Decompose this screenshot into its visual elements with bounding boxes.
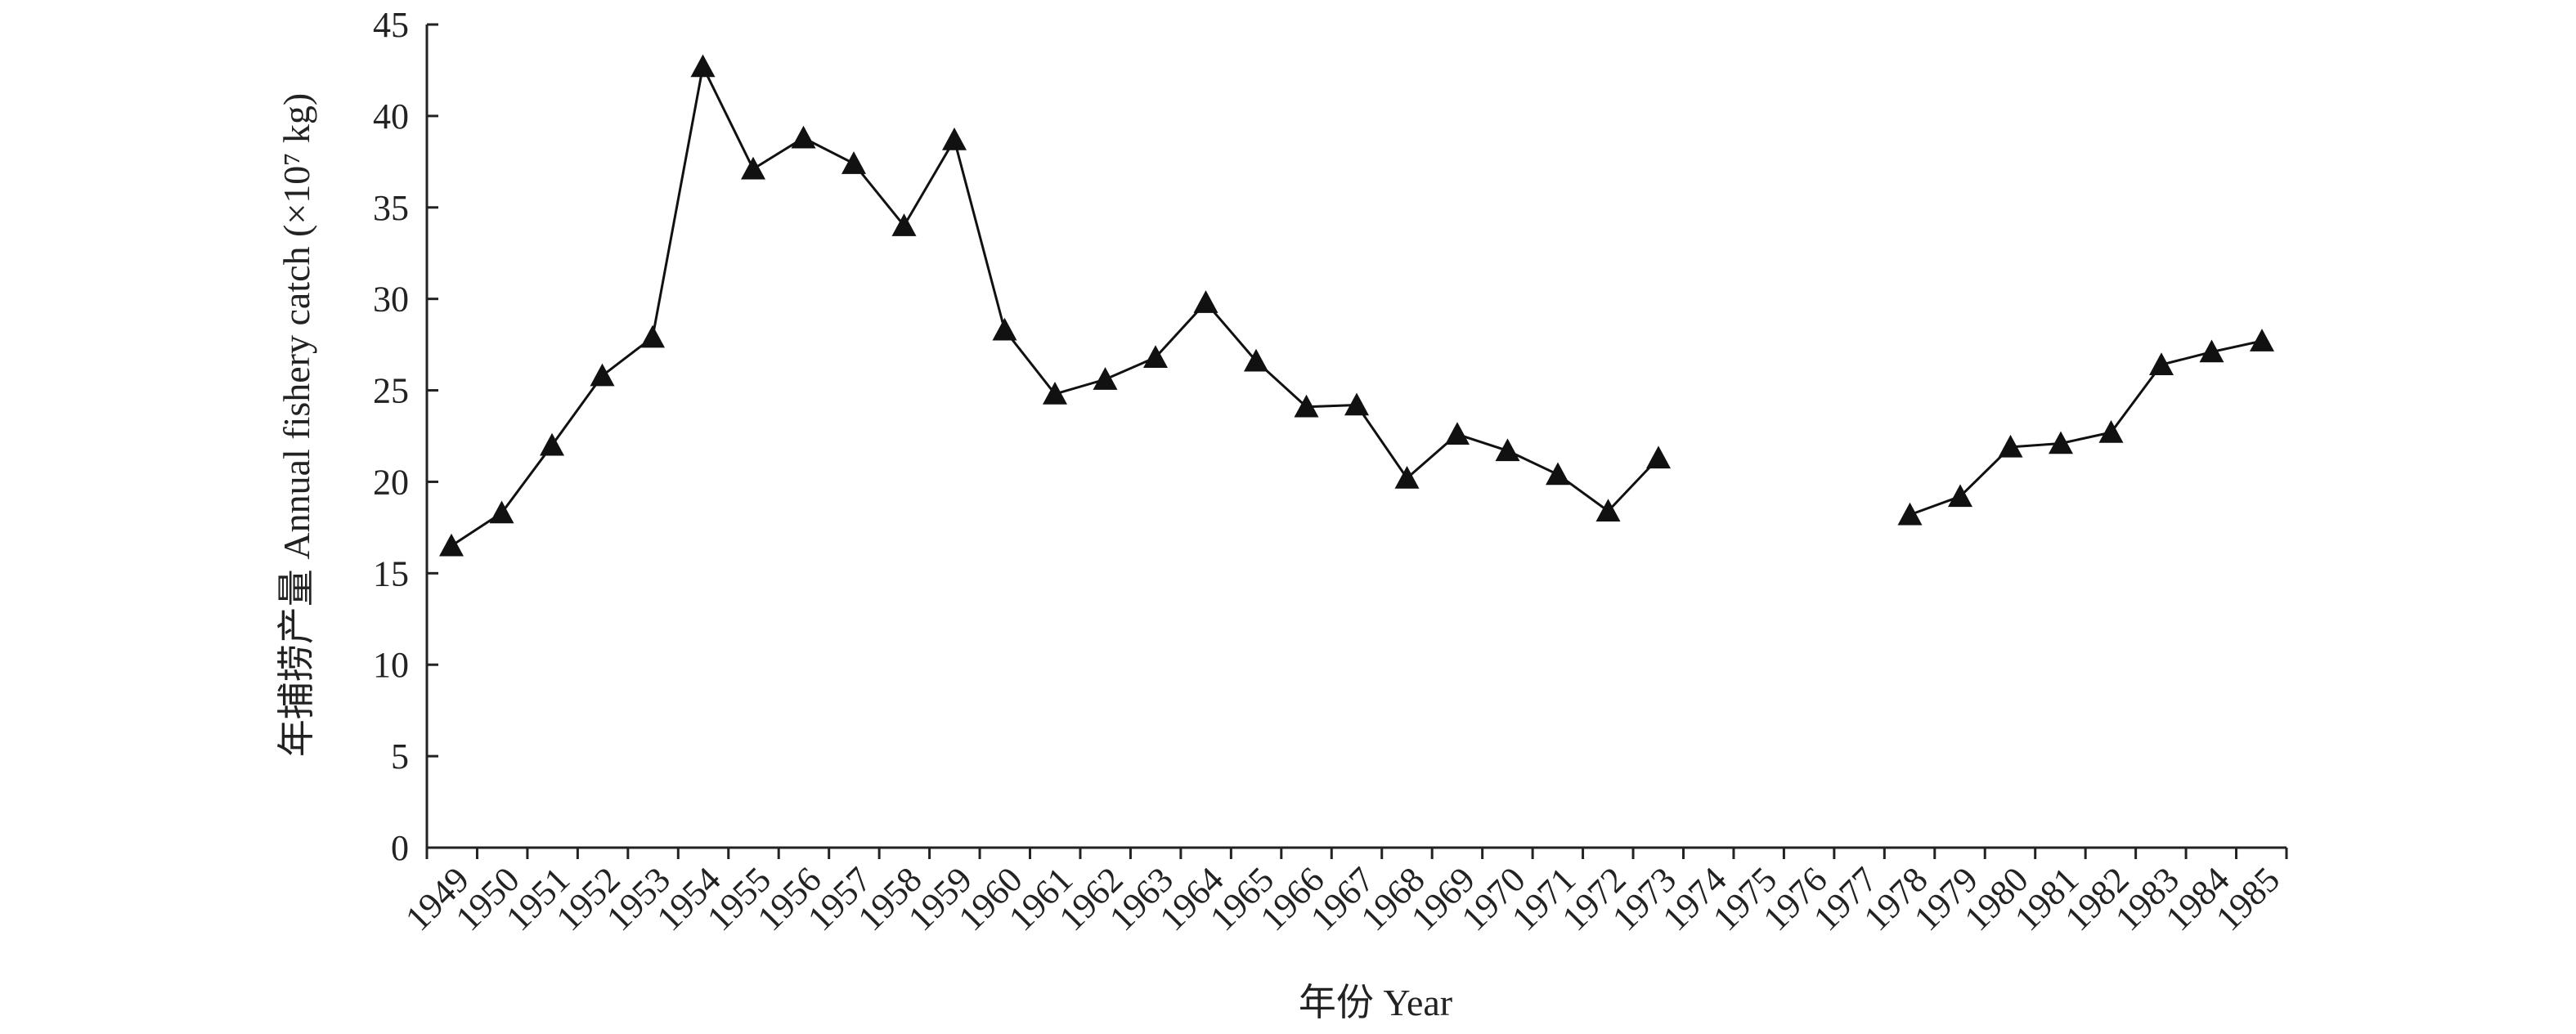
- data-point-1978: [1897, 502, 1923, 526]
- y-tick-label: 20: [373, 462, 409, 502]
- data-point-1973: [1646, 445, 1671, 469]
- y-tick-label: 0: [391, 828, 409, 868]
- data-point-1957: [841, 151, 866, 174]
- y-tick-label: 25: [373, 371, 409, 411]
- data-point-1981: [2049, 431, 2073, 454]
- data-point-1962: [1093, 367, 1118, 390]
- y-tick-label: 10: [373, 645, 409, 685]
- data-point-1956: [791, 125, 816, 149]
- series-catch: [451, 62, 2263, 548]
- data-point-1959: [942, 127, 967, 150]
- data-point-1953: [640, 325, 665, 348]
- x-ticks: 1949195019511952195319541955195619571958…: [397, 848, 2288, 938]
- data-point-1958: [891, 213, 917, 236]
- data-point-1984: [2199, 339, 2224, 363]
- data-point-1970: [1495, 438, 1520, 462]
- x-axis-label: 年份 Year: [1299, 982, 1452, 1023]
- data-point-1979: [1948, 484, 1972, 508]
- data-point-1954: [690, 54, 716, 78]
- data-point-1972: [1595, 499, 1621, 521]
- data-point-1951: [540, 432, 564, 456]
- data-point-1964: [1193, 290, 1218, 313]
- data-point-1968: [1394, 465, 1420, 489]
- data-point-1969: [1445, 422, 1470, 445]
- data-point-1983: [2149, 352, 2174, 375]
- y-ticks: 0 5 10 15 20 25 30 35 40 45: [373, 5, 438, 868]
- y-tick-label: 15: [373, 553, 409, 593]
- y-tick-label: 40: [373, 96, 409, 137]
- data-point-1966: [1294, 394, 1319, 418]
- data-point-1949: [439, 533, 464, 557]
- series-line: [451, 62, 1660, 548]
- data-point-1982: [2098, 420, 2124, 443]
- axes: [425, 25, 2287, 849]
- y-tick-label: 35: [373, 188, 409, 228]
- data-point-1961: [1043, 382, 1067, 405]
- data-point-1960: [992, 317, 1017, 341]
- data-point-1955: [741, 156, 765, 180]
- data-point-1980: [1998, 434, 2023, 458]
- data-point-1985: [2250, 329, 2274, 351]
- y-axis-label: 年捕捞产量 Annual fishery catch (×10⁷ kg): [276, 93, 317, 757]
- y-tick-label: 30: [373, 280, 409, 320]
- data-point-1967: [1344, 392, 1369, 416]
- data-point-1950: [489, 500, 514, 524]
- y-tick-label: 45: [373, 5, 409, 45]
- data-point-1963: [1143, 345, 1168, 369]
- data-markers: [439, 54, 2274, 557]
- data-point-1965: [1244, 348, 1268, 372]
- data-point-1952: [590, 363, 615, 387]
- y-tick-label: 5: [391, 736, 409, 777]
- series-line: [1909, 339, 2263, 517]
- data-point-1971: [1546, 462, 1570, 486]
